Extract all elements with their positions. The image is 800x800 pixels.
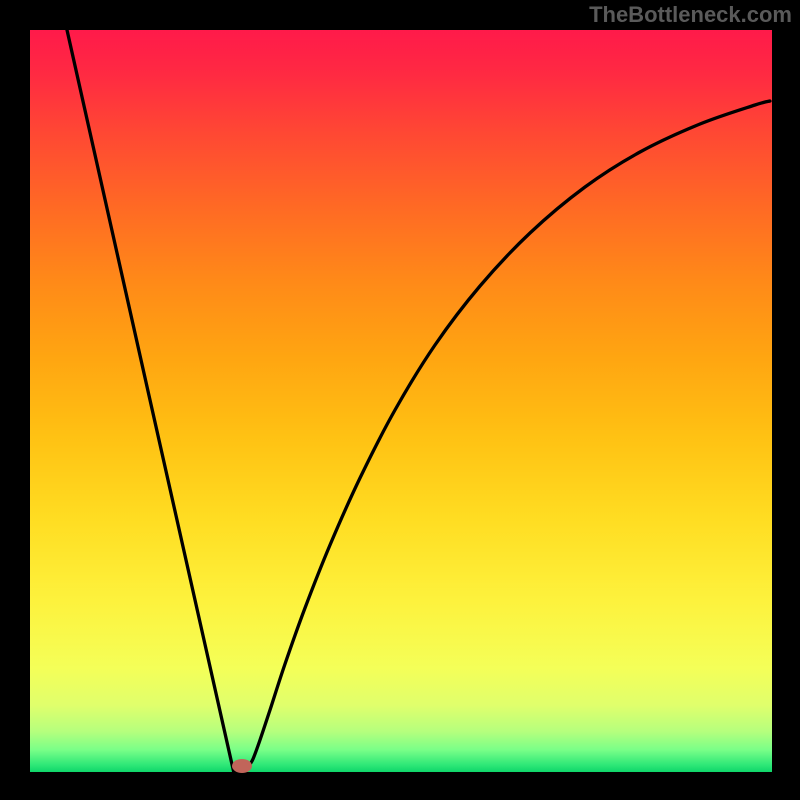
minimum-marker: [232, 759, 252, 773]
chart-container: TheBottleneck.com: [0, 0, 800, 800]
bottleneck-chart: [0, 0, 800, 800]
watermark-text: TheBottleneck.com: [589, 2, 792, 28]
